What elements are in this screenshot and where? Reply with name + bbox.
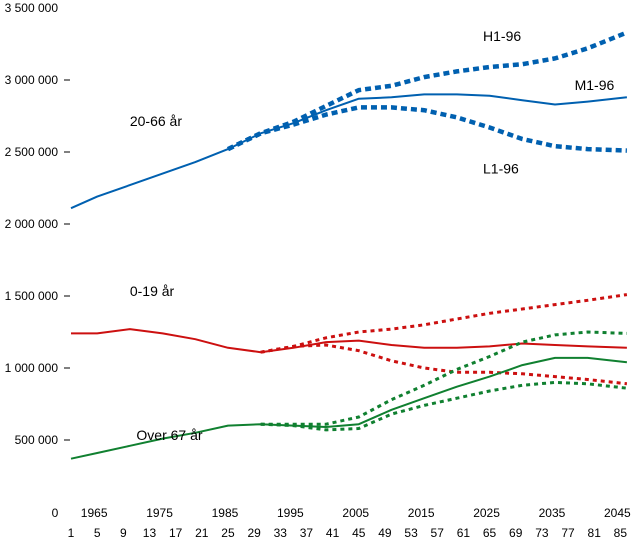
- x-tick-label-year: 1975: [146, 506, 173, 520]
- annotations: 20-66 år 0-19 år Over 67 år H1-96 M1-96 L1-96: [130, 28, 615, 443]
- x-tick-label-index: 77: [561, 526, 575, 538]
- y-tick-label: 500 000: [15, 433, 59, 447]
- x-tick-label-year: 1965: [81, 506, 108, 520]
- x-tick-label-index: 5: [94, 526, 101, 538]
- x-tick-label-index: 45: [352, 526, 366, 538]
- annotation-label: 0-19 år: [130, 283, 175, 299]
- annotation-label: Over 67 år: [136, 427, 202, 443]
- y-axis: 500 000 1 000 000 1 500 000 2 000 000 2 500 …: [5, 1, 70, 447]
- series-line-over-67-r-6: [70, 356, 628, 460]
- x-tick-label-index: 65: [483, 526, 497, 538]
- series-line-over-67-r-8: [260, 380, 628, 432]
- x-tick-label-index: 33: [274, 526, 288, 538]
- x-tick-label-index: 61: [457, 526, 471, 538]
- series-line-0-19-r-5: [260, 343, 628, 386]
- annotation-label: 20-66 år: [130, 113, 182, 129]
- x-tick-label-year: 2035: [539, 506, 566, 520]
- x-tick-label-year: 2015: [408, 506, 435, 520]
- annotation-label: L1-96: [483, 161, 519, 177]
- x-tick-label-index: 29: [247, 526, 261, 538]
- series-lines: [70, 30, 628, 460]
- x-tick-label-index: 49: [378, 526, 392, 538]
- x-tick-label-index: 81: [588, 526, 602, 538]
- x-tick-label-index: 25: [221, 526, 235, 538]
- x-tick-label-index: 69: [509, 526, 523, 538]
- x-tick-label-year: 2025: [473, 506, 500, 520]
- x-tick-label-index: 17: [169, 526, 183, 538]
- x-tick-label-index: 41: [326, 526, 340, 538]
- x-tick-label-index: 85: [614, 526, 628, 538]
- annotation-label: M1-96: [575, 77, 615, 93]
- x-tick-label-index: 21: [195, 526, 209, 538]
- x-tick-label-index: 1: [68, 526, 75, 538]
- x-tick-label-index: 73: [535, 526, 549, 538]
- x-tick-label-year: 0: [52, 506, 59, 520]
- y-tick-label: 2 500 000: [5, 145, 59, 159]
- y-tick-label: 3 500 000: [5, 1, 59, 15]
- y-tick-label: 3 000 000: [5, 73, 59, 87]
- x-axis: 0 1965 1975 1985 1995 2005 2015 2025 2035 2045 1 5 9…: [52, 506, 631, 538]
- series-line-over-67-r-7: [260, 330, 627, 426]
- x-tick-label-index: 13: [143, 526, 157, 538]
- series-line-l1-96-2: [227, 105, 627, 153]
- x-tick-label-index: 9: [120, 526, 127, 538]
- series-line-0-19-r-3: [71, 328, 627, 354]
- x-tick-label-year: 2045: [604, 506, 631, 520]
- x-tick-label-index: 57: [431, 526, 445, 538]
- y-tick-label: 2 000 000: [5, 217, 59, 231]
- x-tick-label-index: 37: [300, 526, 314, 538]
- series-line-h1-96-1: [227, 30, 628, 152]
- y-tick-label: 1 500 000: [5, 289, 59, 303]
- series-line-20-66-r-0: [70, 93, 628, 210]
- x-tick-label-index: 53: [404, 526, 418, 538]
- x-tick-label-year: 1995: [277, 506, 304, 520]
- annotation-label: H1-96: [483, 28, 521, 44]
- x-tick-label-year: 1985: [212, 506, 239, 520]
- x-tick-label-year: 2005: [342, 506, 369, 520]
- y-tick-label: 1 000 000: [5, 361, 59, 375]
